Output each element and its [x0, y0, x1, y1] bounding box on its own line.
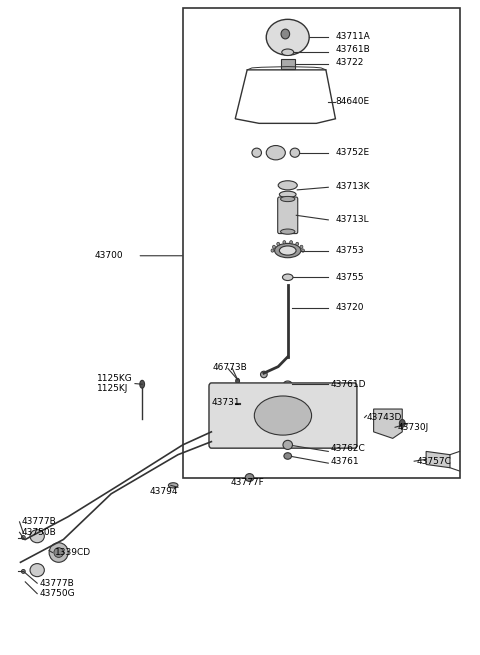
Ellipse shape — [283, 440, 292, 449]
Ellipse shape — [277, 242, 280, 246]
Text: 1125KJ: 1125KJ — [97, 384, 128, 393]
Text: 43752E: 43752E — [336, 148, 370, 157]
Ellipse shape — [278, 198, 297, 204]
Text: 43750G: 43750G — [39, 589, 75, 598]
Text: 43713K: 43713K — [336, 182, 370, 191]
Ellipse shape — [236, 379, 240, 384]
Text: 43761: 43761 — [331, 457, 360, 466]
Ellipse shape — [22, 536, 25, 540]
Ellipse shape — [30, 563, 44, 576]
Text: 43713L: 43713L — [336, 215, 369, 225]
Text: 43761D: 43761D — [331, 380, 366, 389]
Ellipse shape — [281, 196, 295, 202]
Polygon shape — [426, 451, 450, 468]
Text: 1339CD: 1339CD — [55, 548, 91, 557]
Ellipse shape — [282, 274, 293, 280]
Ellipse shape — [261, 371, 267, 378]
FancyBboxPatch shape — [209, 383, 357, 448]
Text: 43731: 43731 — [211, 398, 240, 407]
Text: 43743D: 43743D — [367, 413, 402, 422]
Ellipse shape — [275, 244, 301, 257]
Text: 43720: 43720 — [336, 303, 364, 312]
Ellipse shape — [290, 240, 292, 244]
Ellipse shape — [281, 229, 295, 234]
Ellipse shape — [266, 20, 309, 55]
Ellipse shape — [168, 483, 178, 488]
Ellipse shape — [283, 240, 286, 244]
Text: 43711A: 43711A — [336, 32, 370, 41]
Ellipse shape — [271, 249, 274, 252]
Ellipse shape — [22, 569, 25, 573]
Text: 43750B: 43750B — [22, 528, 57, 537]
Polygon shape — [373, 409, 402, 438]
Text: 84640E: 84640E — [336, 98, 370, 106]
Ellipse shape — [278, 181, 297, 190]
Ellipse shape — [290, 148, 300, 157]
Ellipse shape — [254, 396, 312, 435]
Ellipse shape — [266, 145, 285, 160]
Text: 43777B: 43777B — [39, 578, 74, 588]
Ellipse shape — [284, 453, 291, 459]
Text: 43794: 43794 — [149, 487, 178, 496]
Text: 46773B: 46773B — [212, 364, 247, 373]
Ellipse shape — [301, 249, 304, 252]
Ellipse shape — [399, 419, 405, 427]
Ellipse shape — [282, 49, 294, 56]
Ellipse shape — [54, 548, 63, 557]
Text: 1125KG: 1125KG — [97, 374, 132, 383]
Text: 43777B: 43777B — [22, 517, 57, 527]
Text: 43722: 43722 — [336, 58, 364, 67]
Ellipse shape — [296, 242, 299, 246]
Ellipse shape — [281, 29, 289, 39]
Text: 43700: 43700 — [95, 252, 123, 260]
Ellipse shape — [279, 191, 296, 198]
Text: 43777F: 43777F — [230, 477, 264, 487]
Ellipse shape — [300, 245, 303, 248]
Text: 43755: 43755 — [336, 272, 364, 282]
Ellipse shape — [273, 245, 276, 248]
Text: 43757C: 43757C — [417, 457, 452, 466]
Ellipse shape — [245, 474, 254, 481]
Text: 43761B: 43761B — [336, 45, 370, 54]
Ellipse shape — [140, 381, 144, 388]
Ellipse shape — [283, 381, 292, 388]
Ellipse shape — [49, 543, 68, 562]
Ellipse shape — [279, 246, 296, 255]
FancyBboxPatch shape — [278, 197, 298, 234]
Text: 43762C: 43762C — [331, 443, 365, 453]
Bar — [281, 59, 295, 69]
Ellipse shape — [30, 530, 44, 543]
Text: 43753: 43753 — [336, 246, 364, 255]
Ellipse shape — [252, 148, 262, 157]
Text: 43730J: 43730J — [397, 422, 429, 432]
